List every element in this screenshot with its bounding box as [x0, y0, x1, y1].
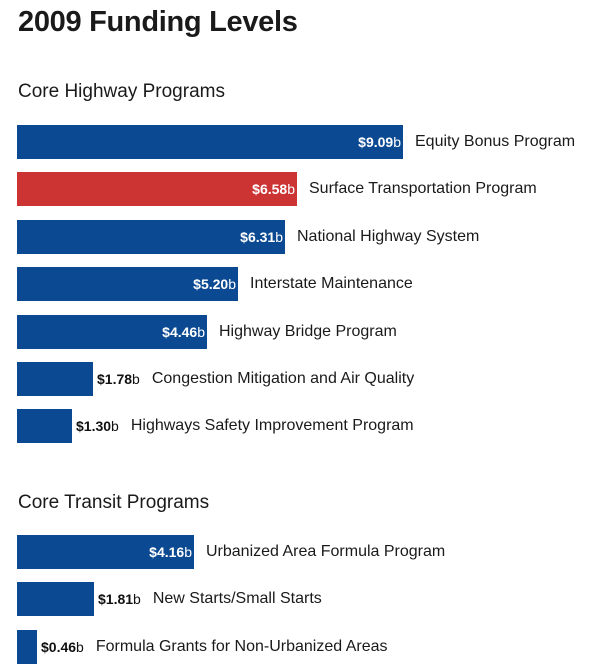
- bar-row-formula-grants-for-non-urbanized-areas: $0.46b Formula Grants for Non-Urbanized A…: [0, 630, 600, 666]
- category-label-new-starts-small-starts: New Starts/Small Starts: [152, 590, 322, 607]
- value-label-interstate-maintenance: $5.20b: [193, 276, 236, 292]
- category-label-surface-transportation-program: Surface Transportation Program: [309, 180, 537, 197]
- category-label-highways-safety-improvement-program: Highways Safety Improvement Program: [130, 417, 414, 434]
- value-label-formula-grants-for-non-urbanized-areas: $0.46b: [41, 639, 84, 655]
- bar-row-interstate-maintenance: $5.20b Interstate Maintenance: [0, 267, 600, 303]
- category-label-highway-bridge-program: Highway Bridge Program: [219, 323, 397, 340]
- value-label-national-highway-system: $6.31b: [240, 229, 283, 245]
- bar-row-highway-bridge-program: $4.46b Highway Bridge Program: [0, 315, 600, 351]
- bar-row-national-highway-system: $6.31b National Highway System: [0, 220, 600, 256]
- bar-highway-bridge-program: [17, 315, 207, 349]
- bar-row-equity-bonus-program: $9.09b Equity Bonus Program: [0, 125, 600, 161]
- category-label-congestion-mitigation-and-air-quality: Congestion Mitigation and Air Quality: [151, 370, 415, 387]
- bar-new-starts-small-starts: [17, 582, 94, 616]
- category-label-urbanized-area-formula-program: Urbanized Area Formula Program: [206, 543, 446, 560]
- value-label-equity-bonus-program: $9.09b: [358, 134, 401, 150]
- value-label-highways-safety-improvement-program: $1.30b: [76, 418, 119, 434]
- category-label-interstate-maintenance: Interstate Maintenance: [250, 275, 413, 292]
- bar-row-surface-transportation-program: $6.58b Surface Transportation Program: [0, 172, 600, 208]
- bar-national-highway-system: [17, 220, 285, 254]
- bar-congestion-mitigation-and-air-quality: [17, 362, 93, 396]
- value-label-congestion-mitigation-and-air-quality: $1.78b: [97, 371, 140, 387]
- bar-equity-bonus-program: [17, 125, 403, 159]
- value-label-highway-bridge-program: $4.46b: [162, 324, 205, 340]
- category-label-formula-grants-for-non-urbanized-areas: Formula Grants for Non-Urbanized Areas: [95, 638, 388, 655]
- section-title-transit: Core Transit Programs: [18, 492, 210, 513]
- value-label-surface-transportation-program: $6.58b: [252, 181, 295, 197]
- bar-highways-safety-improvement-program: [17, 409, 72, 443]
- category-label-national-highway-system: National Highway System: [297, 228, 480, 245]
- bar-interstate-maintenance: [17, 267, 238, 301]
- bar-urbanized-area-formula-program: [17, 535, 194, 569]
- bar-row-highways-safety-improvement-program: $1.30b Highways Safety Improvement Progra…: [0, 409, 600, 445]
- bar-formula-grants-for-non-urbanized-areas: [17, 630, 37, 664]
- bar-surface-transportation-program: [17, 172, 297, 206]
- value-label-new-starts-small-starts: $1.81b: [98, 591, 141, 607]
- category-label-equity-bonus-program: Equity Bonus Program: [415, 133, 576, 150]
- section-title-highway: Core Highway Programs: [18, 81, 225, 102]
- bar-row-urbanized-area-formula-program: $4.16b Urbanized Area Formula Program: [0, 535, 600, 571]
- bar-row-new-starts-small-starts: $1.81b New Starts/Small Starts: [0, 582, 600, 618]
- value-label-urbanized-area-formula-program: $4.16b: [149, 544, 192, 560]
- chart-title: 2009 Funding Levels: [18, 6, 298, 38]
- bar-row-congestion-mitigation-and-air-quality: $1.78b Congestion Mitigation and Air Qual…: [0, 362, 600, 398]
